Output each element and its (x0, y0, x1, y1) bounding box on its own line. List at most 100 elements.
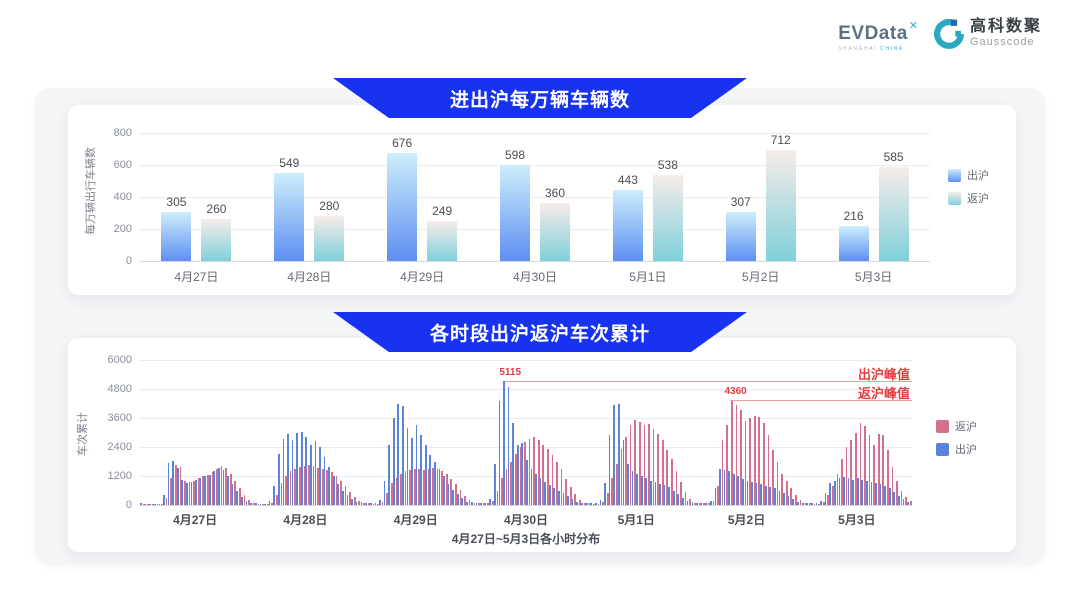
chart2-hour-pair (392, 417, 398, 505)
chart2-legend-item-fanhu[interactable]: 返沪 (936, 418, 977, 434)
chart2-hour-pair (213, 468, 218, 505)
chart2-hour-pair (893, 481, 898, 505)
chart2-hour-pair (833, 473, 839, 505)
chart2-bar-chuhu (604, 483, 606, 505)
chart1-legend: 出沪 返沪 (948, 167, 989, 206)
chart2-bar-fanhu (708, 503, 710, 505)
chart1-legend-item-chuhu[interactable]: 出沪 (948, 167, 989, 183)
chart2-bar-fanhu (772, 449, 774, 505)
chart1-card: 每万辆出行车辆数 305 260 549 280 676 249 598 360 443 538 3… (68, 105, 1016, 295)
chart2-hour-pair (516, 445, 522, 505)
chart2-bar-chuhu (879, 484, 882, 505)
chart2-x-tick-label: 4月30日 (503, 513, 548, 527)
chart2-bar-fanhu (464, 495, 466, 505)
chart1-bar-fanhu (314, 216, 345, 261)
chart2-bar-chuhu (617, 403, 620, 505)
chart2-hour-pair (562, 478, 567, 505)
chart2-bar-chuhu (388, 444, 390, 505)
chart2-hour-pair (585, 502, 591, 505)
chart2-bar-chuhu (686, 501, 689, 505)
chart1-legend-item-fanhu[interactable]: 返沪 (948, 190, 989, 206)
chart2-bar-fanhu (666, 449, 669, 505)
chart2-bar-fanhu (584, 502, 586, 505)
chart2-hour-pair (291, 439, 297, 505)
chart2-bar-chuhu (691, 502, 694, 505)
chart2-hour-pair (153, 504, 159, 505)
chart2-legend-item-chuhu[interactable]: 出沪 (936, 441, 977, 457)
chart2-title: 各时段出沪返沪车次累计 (429, 323, 650, 345)
chart2-bar-fanhu (248, 500, 250, 505)
chart2-bar-chuhu (599, 500, 602, 505)
chart2-hour-pair (525, 438, 531, 505)
chart1-legend-swatch-chuhu (948, 168, 961, 182)
chart2-bar-chuhu (429, 454, 432, 505)
chart2-bar-chuhu (714, 488, 717, 505)
chart2-hour-pair (282, 438, 287, 505)
chart2-bar-chuhu (401, 406, 404, 505)
chart2-hour-pair (172, 461, 177, 505)
chart2-hour-pair (351, 496, 356, 505)
chart2-bar-chuhu (411, 437, 413, 505)
chart1-bar-group: 305 260 (140, 133, 253, 261)
chart1-bar-chuhu (500, 165, 530, 261)
chart2-hour-pair (401, 406, 407, 505)
chart2-hour-pair (884, 449, 889, 505)
chart2-day-group (471, 360, 581, 505)
chart2-bar-chuhu (190, 482, 193, 505)
chart2-hour-pair (374, 503, 379, 505)
chart2-bar-chuhu (273, 485, 276, 505)
chart2-bar-fanhu (671, 459, 673, 505)
chart2-bar-fanhu (174, 465, 177, 505)
chart2-bar-chuhu (535, 474, 537, 505)
chart2-peak-name-label: 出沪峰值 (857, 367, 910, 383)
evdata-sub-right: CHINA (880, 46, 904, 52)
chart2-hour-pair (558, 469, 563, 505)
chart2-bar-chuhu (746, 480, 749, 505)
chart2-bar-fanhu (795, 495, 797, 505)
chart2-bar-chuhu (847, 478, 850, 505)
chart2-hour-pair (820, 501, 825, 505)
chart2-bar-chuhu (259, 503, 262, 505)
chart2-bar-fanhu (909, 500, 912, 505)
chart1-title-banner: 进出沪每万辆车辆数 (333, 78, 747, 118)
chart2-hour-pair (714, 485, 719, 505)
chart2-bar-chuhu (420, 435, 422, 505)
chart2-hour-pair (668, 459, 673, 505)
chart2-hour-pair (227, 473, 232, 505)
chart2-bar-fanhu (675, 471, 678, 505)
chart2-bar-fanhu (400, 473, 402, 505)
chart2-bar-fanhu (353, 496, 356, 505)
chart2-hour-pair (305, 437, 310, 505)
chart2-bar-chuhu (383, 480, 386, 505)
chart2-hour-pair (636, 421, 641, 505)
chart2-bar-chuhu (884, 485, 886, 505)
chart2-bar-chuhu (650, 480, 652, 505)
chart1-bar-value-label: 305 (166, 195, 187, 210)
chart2-bar-fanhu (528, 438, 531, 505)
chart2-bar-chuhu (829, 483, 832, 505)
chart2-hour-pair (796, 500, 802, 505)
chart2-bar-fanhu (211, 472, 214, 505)
chart2-bar-chuhu (498, 400, 501, 505)
chart2-bar-chuhu (636, 473, 638, 505)
chart2-day-group (360, 360, 471, 505)
chart2-bar-chuhu (392, 417, 395, 505)
chart2-hour-pair (539, 444, 545, 505)
chart2-bar-fanhu (602, 502, 605, 505)
chart2-bar-fanhu (239, 488, 241, 505)
chart2-hour-pair (769, 449, 774, 505)
chart2-bar-fanhu (813, 503, 816, 505)
chart2-bar-fanhu (193, 480, 195, 505)
chart2-hour-pair (801, 502, 807, 505)
chart2-hour-pair (806, 503, 811, 505)
chart2-hour-pair (140, 503, 145, 505)
chart2-hour-pair (627, 425, 632, 505)
chart2-bar-chuhu (663, 484, 666, 505)
chart1-bar-fanhu (765, 150, 796, 261)
chart2-bar-fanhu (804, 503, 807, 505)
chart2-bar-chuhu (833, 480, 836, 505)
chart1-bar-value-label: 280 (319, 199, 340, 214)
chart2-gridline (140, 505, 912, 506)
chart2-bar-fanhu (859, 422, 862, 505)
chart2-bar-fanhu (744, 420, 747, 505)
